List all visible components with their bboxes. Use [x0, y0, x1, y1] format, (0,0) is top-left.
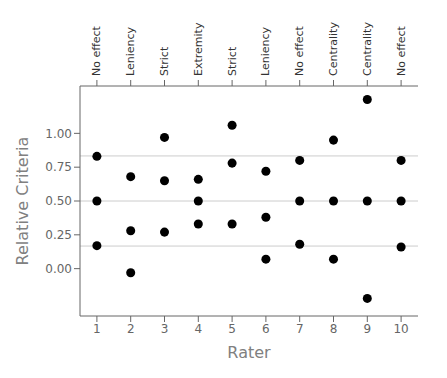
svg-text:Relative Criteria: Relative Criteria — [13, 137, 32, 266]
svg-text:9: 9 — [363, 322, 371, 336]
svg-text:1: 1 — [93, 322, 101, 336]
svg-text:Leniency: Leniency — [259, 26, 272, 76]
svg-text:8: 8 — [330, 322, 338, 336]
svg-text:0.75: 0.75 — [45, 160, 72, 174]
svg-text:Strict: Strict — [158, 46, 171, 76]
svg-text:2: 2 — [127, 322, 135, 336]
svg-text:Extremity: Extremity — [192, 22, 205, 76]
svg-text:5: 5 — [228, 322, 236, 336]
svg-text:Strict: Strict — [226, 46, 239, 76]
svg-text:7: 7 — [296, 322, 304, 336]
svg-text:1.00: 1.00 — [45, 127, 72, 141]
svg-text:Leniency: Leniency — [124, 26, 137, 76]
svg-text:0.50: 0.50 — [45, 194, 72, 208]
svg-text:Centrality: Centrality — [327, 22, 340, 76]
svg-text:No effect: No effect — [293, 25, 306, 76]
svg-text:4: 4 — [194, 322, 202, 336]
svg-text:Rater: Rater — [227, 343, 271, 362]
svg-text:6: 6 — [262, 322, 270, 336]
svg-text:No effect: No effect — [90, 25, 103, 76]
svg-text:Centrality: Centrality — [361, 22, 374, 76]
svg-text:0.25: 0.25 — [45, 228, 72, 242]
svg-text:3: 3 — [161, 322, 169, 336]
svg-text:0.00: 0.00 — [45, 262, 72, 276]
svg-text:10: 10 — [393, 322, 408, 336]
svg-text:No effect: No effect — [395, 25, 408, 76]
